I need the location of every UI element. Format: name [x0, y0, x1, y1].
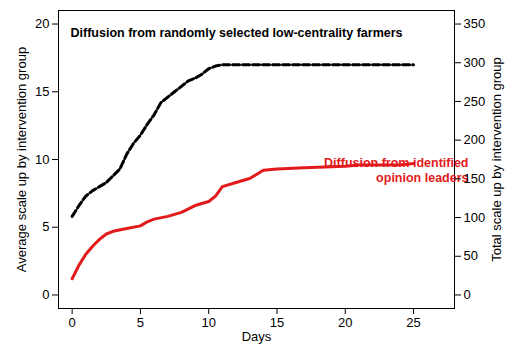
svg-text:50: 50 — [464, 248, 478, 263]
svg-text:0: 0 — [42, 287, 49, 302]
svg-text:25: 25 — [406, 315, 420, 330]
svg-text:20: 20 — [338, 315, 352, 330]
svg-text:150: 150 — [464, 171, 486, 186]
svg-text:10: 10 — [201, 315, 215, 330]
svg-text:15: 15 — [35, 84, 49, 99]
svg-text:5: 5 — [137, 315, 144, 330]
svg-text:Average scale up by interventi: Average scale up by intervention group — [14, 47, 29, 272]
svg-text:20: 20 — [35, 16, 49, 31]
svg-text:0: 0 — [69, 315, 76, 330]
svg-text:Total scale up by intervention: Total scale up by intervention group — [489, 57, 504, 262]
svg-text:350: 350 — [464, 16, 486, 31]
svg-text:200: 200 — [464, 132, 486, 147]
svg-text:Diffusion from identifiedopini: Diffusion from identifiedopinion leaders — [324, 156, 468, 185]
svg-text:0: 0 — [464, 287, 471, 302]
svg-text:100: 100 — [464, 210, 486, 225]
svg-text:Days: Days — [242, 329, 272, 344]
svg-text:300: 300 — [464, 55, 486, 70]
svg-text:250: 250 — [464, 94, 486, 109]
svg-text:5: 5 — [42, 219, 49, 234]
svg-text:10: 10 — [35, 152, 49, 167]
svg-text:Diffusion from randomly select: Diffusion from randomly selected low-cen… — [71, 26, 403, 40]
svg-text:15: 15 — [270, 315, 284, 330]
